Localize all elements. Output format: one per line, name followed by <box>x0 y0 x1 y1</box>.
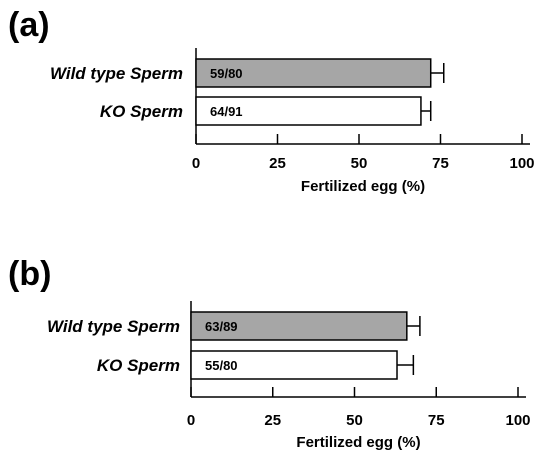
x-tick-label: 50 <box>351 155 368 172</box>
x-tick-label: 25 <box>269 155 286 172</box>
x-tick-label: 0 <box>192 155 200 172</box>
panel-a-label: (a) <box>8 6 50 44</box>
bar-label: 55/80 <box>205 358 238 373</box>
category-label: Wild type Sperm <box>50 64 183 83</box>
x-tick-label: 75 <box>432 155 449 172</box>
panel-a: (a) 0 25 50 75 100 Fertilized egg (%) 59/80 Wil… <box>8 6 535 195</box>
bar-label: 63/89 <box>205 319 238 334</box>
bar-label: 59/80 <box>210 66 243 81</box>
x-tick-label: 100 <box>509 155 534 172</box>
category-label: KO Sperm <box>97 356 180 375</box>
category-label: KO Sperm <box>100 102 183 121</box>
x-tick-label: 0 <box>187 412 195 429</box>
bar <box>195 58 432 88</box>
x-tick-label: 25 <box>264 412 281 429</box>
x-axis-title: Fertilized egg (%) <box>301 178 425 195</box>
panel-b-label: (b) <box>8 255 51 293</box>
x-axis-title: Fertilized egg (%) <box>296 434 420 451</box>
bar-label: 64/91 <box>210 104 243 119</box>
x-tick-label: 50 <box>346 412 363 429</box>
bar <box>195 96 422 126</box>
x-tick-label: 100 <box>505 412 530 429</box>
category-label: Wild type Sperm <box>47 317 180 336</box>
x-tick-label: 75 <box>428 412 445 429</box>
panel-b: (b) 0 25 50 75 100 Fertilized egg (%) 63/89 Wil… <box>8 255 531 451</box>
panel-b-plot: 0 25 50 75 100 Fertilized egg (%) 63/89 Wild ty… <box>47 301 531 451</box>
panel-a-plot: 0 25 50 75 100 Fertilized egg (%) 59/80 Wild ty… <box>50 48 535 195</box>
